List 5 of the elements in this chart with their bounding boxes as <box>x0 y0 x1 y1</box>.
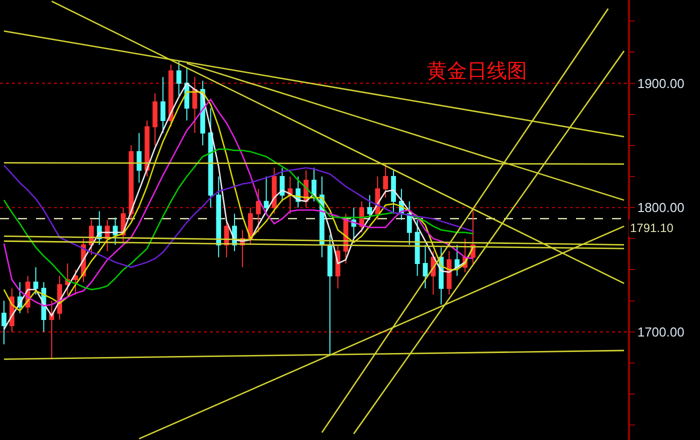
y-tick-label: 1800.00 <box>637 200 684 216</box>
y-tick-label: 1900.00 <box>637 76 684 91</box>
ref-line-label: 1791.10 <box>630 221 674 235</box>
text: 黄金日线图 <box>427 60 527 82</box>
y-tick-label: 1700.00 <box>637 324 684 340</box>
